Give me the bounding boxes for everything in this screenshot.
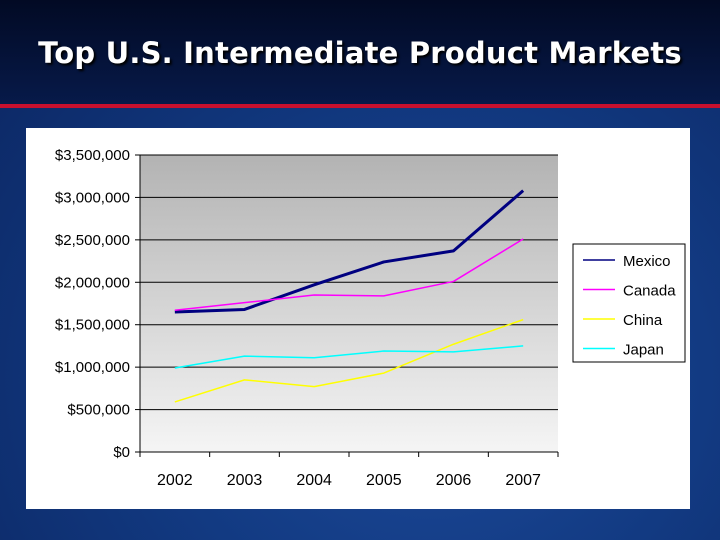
x-tick-label: 2003 (227, 472, 263, 489)
x-tick-label: 2006 (436, 472, 472, 489)
legend-label: Canada (623, 283, 676, 300)
series-line-canada (174, 238, 524, 312)
y-tick-label: $1,000,000 (55, 359, 130, 376)
series-line-china (174, 318, 524, 403)
y-tick-label: $500,000 (67, 402, 130, 419)
title-bar (0, 0, 720, 106)
y-tick-label: $3,500,000 (55, 147, 130, 164)
y-tick-label: $0 (113, 444, 130, 461)
y-tick-label: $1,500,000 (55, 317, 130, 334)
tick-labels: $0 $500,000 $1,000,000 $1,500,000 $2,000,000… (55, 147, 541, 489)
x-tick-label: 2004 (296, 472, 332, 489)
chart-panel: $0 $500,000 $1,000,000 $1,500,000 $2,000,000… (26, 128, 690, 509)
legend-label: Mexico (623, 253, 671, 270)
legend-box (572, 243, 686, 363)
plot-area (140, 155, 558, 452)
title-divider (0, 104, 720, 108)
series-line-mexico (174, 189, 525, 314)
legend-label: China (623, 312, 663, 329)
series-line-japan (174, 345, 524, 369)
slide-title: Top U.S. Intermediate Product Markets (38, 36, 682, 70)
legend: Mexico Canada China Japan (572, 243, 686, 363)
y-tick-label: $2,000,000 (55, 274, 130, 291)
x-tick-label: 2007 (505, 472, 541, 489)
x-tick-label: 2005 (366, 472, 402, 489)
legend-label: Japan (623, 342, 664, 359)
x-tick-label: 2002 (157, 472, 193, 489)
y-tick-label: $3,000,000 (55, 189, 130, 206)
line-chart: $0 $500,000 $1,000,000 $1,500,000 $2,000,000… (55, 147, 686, 489)
axes (135, 154, 559, 457)
series-lines (174, 189, 525, 403)
y-tick-label: $2,500,000 (55, 232, 130, 249)
